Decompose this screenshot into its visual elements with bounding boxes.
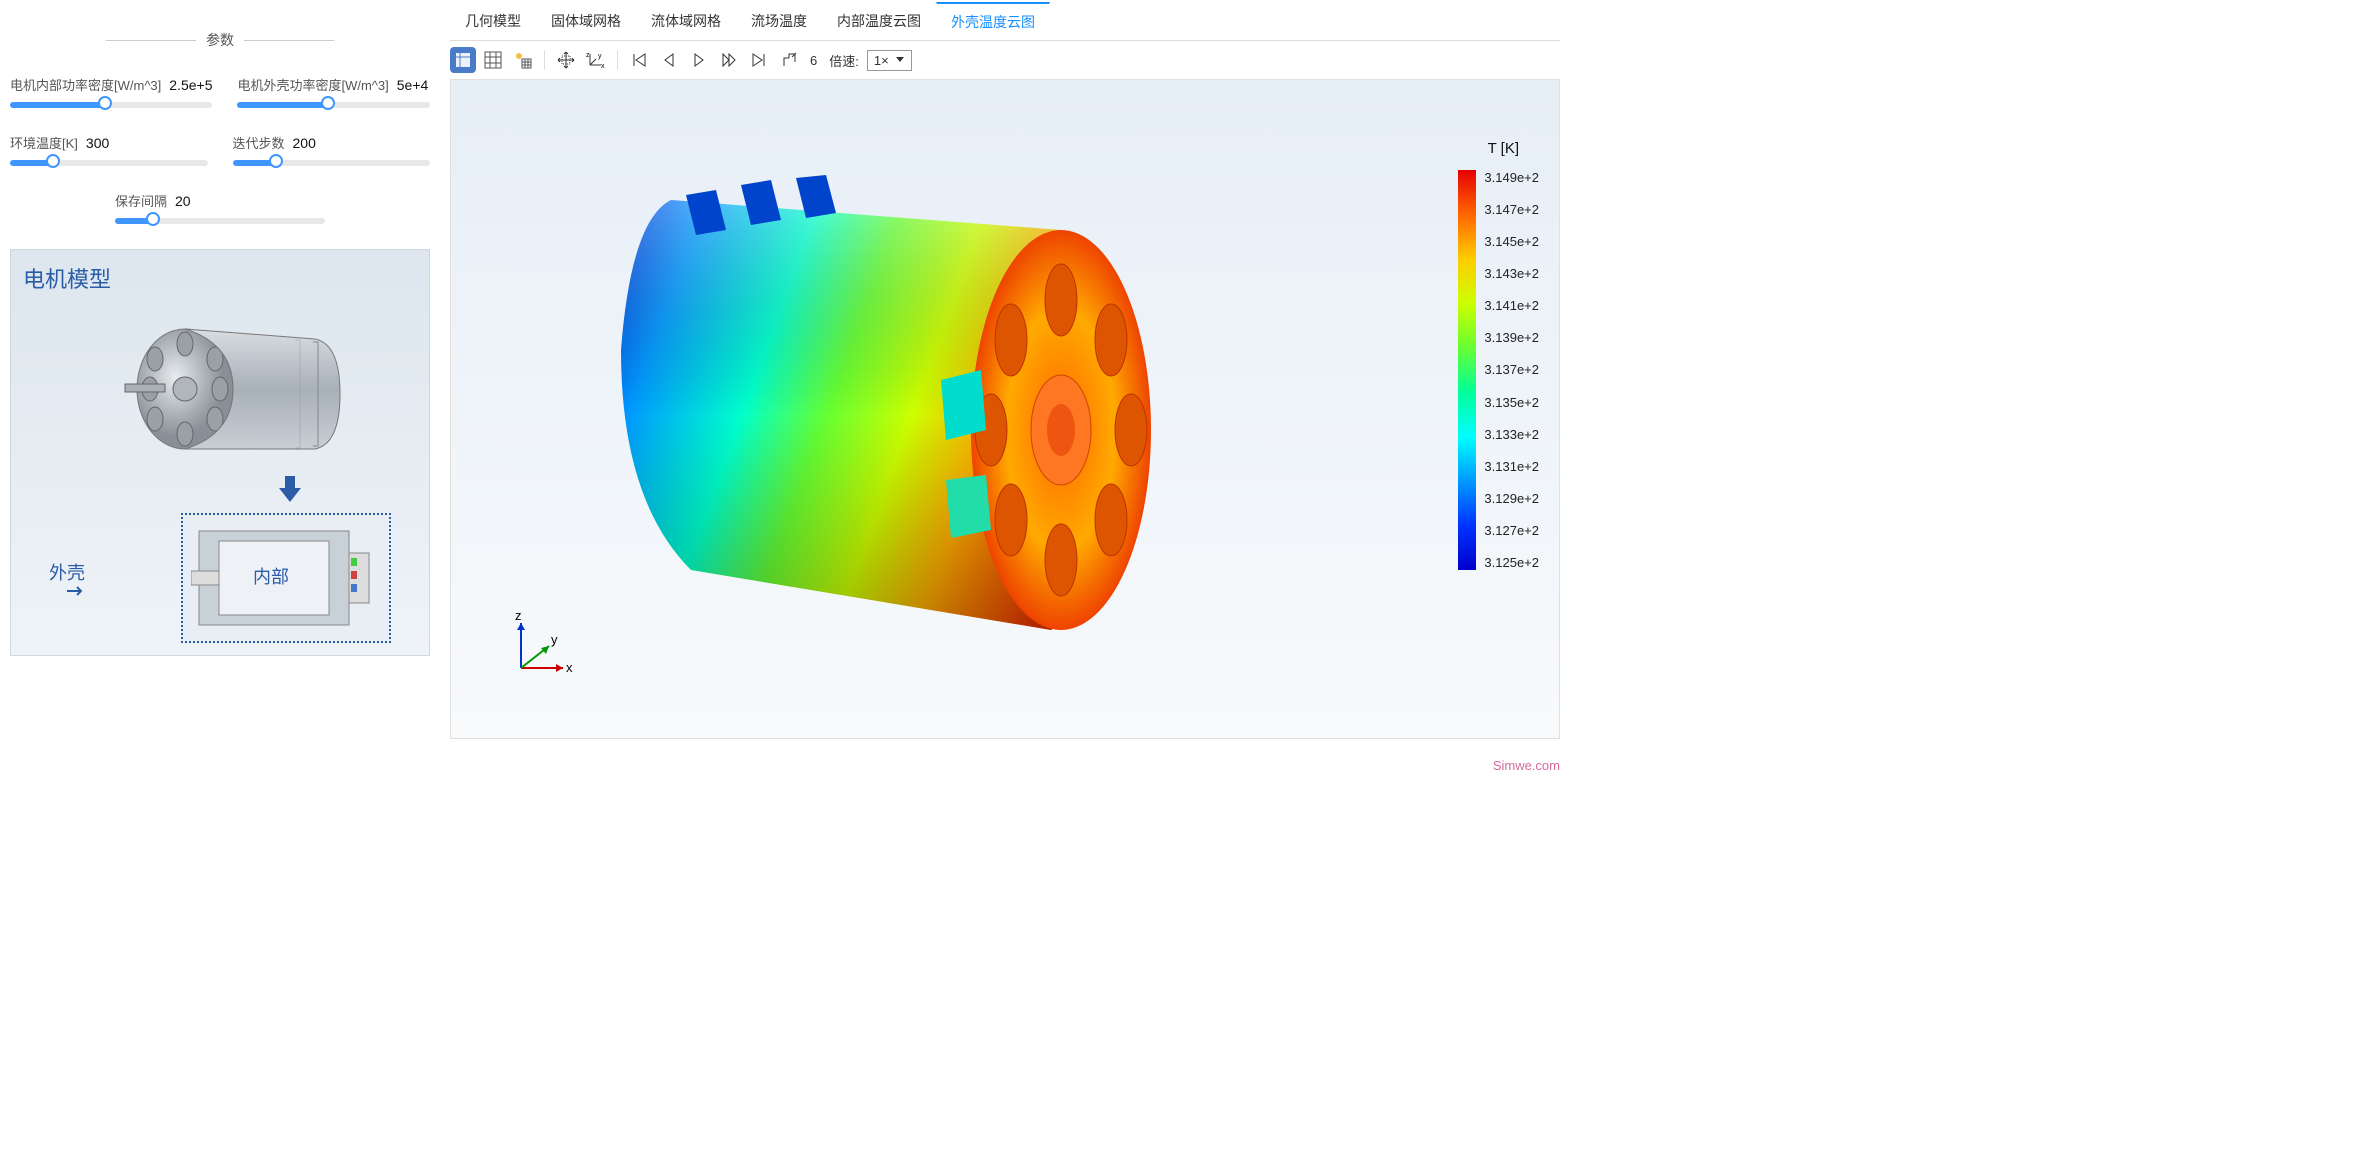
colorbar-tick: 3.133e+2 [1484,427,1539,442]
colorbar-tick: 3.131e+2 [1484,459,1539,474]
arrow-right-icon [65,585,85,597]
slider-label: 电机外壳功率密度[W/m^3] [237,75,388,94]
grid-icon[interactable] [480,47,506,73]
params-title: 参数 [206,30,234,50]
colorbar-tick: 3.129e+2 [1484,491,1539,506]
last-frame-icon[interactable] [746,47,772,73]
slider-track[interactable] [115,218,325,224]
slider-value: 2.5e+5 [169,77,212,93]
speed-select[interactable]: 1× [867,50,912,71]
tab-4[interactable]: 内部温度云图 [822,2,936,41]
prev-frame-icon[interactable] [656,47,682,73]
colorbar-tick: 3.127e+2 [1484,523,1539,538]
slider-value: 20 [175,193,191,209]
colorbar-gradient [1458,170,1476,570]
speed-value: 1× [874,53,889,68]
frame-number: 6 [810,53,817,68]
viewer-toolbar: z yx 6 倍速: 1× [450,41,1560,79]
tab-3[interactable]: 流场温度 [736,2,822,41]
motor-3d-icon [95,304,345,474]
parameters-panel: 参数 电机内部功率密度[W/m^3] 2.5e+5 电机外壳功率密度[W/m^3… [0,0,440,777]
slider-label: 保存间隔 [115,191,167,210]
axis-xyz-icon[interactable]: z yx [583,47,609,73]
tab-0[interactable]: 几何模型 [450,2,536,41]
colorbar-tick: 3.137e+2 [1484,362,1539,377]
colorbar-tick: 3.143e+2 [1484,266,1539,281]
3d-viewport[interactable]: T [K] 3.149e+23.147e+23.145e+23.143e+23.… [450,79,1560,739]
cube-view-icon[interactable] [450,47,476,73]
arrow-down-icon [275,474,305,511]
slider-value: 300 [86,135,109,151]
params-header: 参数 [10,30,430,50]
slider-thumb[interactable] [321,96,335,110]
slider-label: 电机内部功率密度[W/m^3] [10,75,161,94]
light-grid-icon[interactable] [510,47,536,73]
cross-section-diagram: 内部 [181,513,391,643]
slider-value: 200 [293,135,316,151]
watermark: Simwe.com [1493,758,1560,773]
colorbar-title: T [K] [1488,140,1519,157]
model-preview-box: 电机模型 [10,249,430,656]
slider-thumb[interactable] [146,212,160,226]
svg-text:z: z [586,52,590,59]
slider-outer-power: 电机外壳功率密度[W/m^3] 5e+4 [237,75,430,108]
speed-label: 倍速: [829,51,859,70]
colorbar-tick: 3.139e+2 [1484,330,1539,345]
svg-text:y: y [598,53,602,60]
slider-ambient-temp: 环境温度[K] 300 [10,133,208,166]
slider-iterations: 迭代步数 200 [233,133,431,166]
slider-track[interactable] [10,160,208,166]
slider-value: 5e+4 [397,77,429,93]
svg-text:y: y [551,632,558,647]
inner-label-svg: 内部 [253,567,289,587]
slider-label: 迭代步数 [233,133,285,152]
slider-thumb[interactable] [269,154,283,168]
colorbar-tick: 3.135e+2 [1484,395,1539,410]
motor-contour-render [471,100,1231,720]
tabs-bar: 几何模型固体域网格流体域网格流场温度内部温度云图外壳温度云图 [450,2,1560,41]
slider-inner-power: 电机内部功率密度[W/m^3] 2.5e+5 [10,75,212,108]
colorbar-tick: 3.145e+2 [1484,234,1539,249]
slider-thumb[interactable] [46,154,60,168]
colorbar-tick: 3.125e+2 [1484,555,1539,570]
first-frame-icon[interactable] [626,47,652,73]
shell-label: 外壳 [49,559,85,585]
slider-track[interactable] [237,102,430,108]
slider-label: 环境温度[K] [10,133,78,152]
colorbar-tick: 3.141e+2 [1484,298,1539,313]
colorbar-tick: 3.149e+2 [1484,170,1539,185]
svg-text:x: x [566,660,573,675]
slider-track[interactable] [10,102,212,108]
move-icon[interactable] [553,47,579,73]
next-frame-icon[interactable] [716,47,742,73]
model-title: 电机模型 [23,262,417,294]
slider-thumb[interactable] [98,96,112,110]
tab-2[interactable]: 流体域网格 [636,2,736,41]
colorbar-ticks: 3.149e+2 3.147e+2 3.145e+2 3.143e+2 3.141e+2… [1484,170,1539,570]
chevron-down-icon [895,56,905,64]
play-icon[interactable] [686,47,712,73]
svg-text:z: z [515,608,522,623]
tab-1[interactable]: 固体域网格 [536,2,636,41]
results-panel: 几何模型固体域网格流体域网格流场温度内部温度云图外壳温度云图 zyx 6 倍速:… [440,0,1570,777]
colorbar-tick: 3.147e+2 [1484,202,1539,217]
tab-5[interactable]: 外壳温度云图 [936,2,1050,41]
export-icon[interactable] [776,47,802,73]
svg-text:x: x [601,63,605,69]
colorbar: 3.149e+2 3.147e+2 3.145e+2 3.143e+2 3.141e+2… [1458,170,1539,570]
slider-track[interactable] [233,160,431,166]
axis-triad-icon: z x y [501,608,581,688]
slider-save-interval: 保存间隔 20 [115,191,325,224]
